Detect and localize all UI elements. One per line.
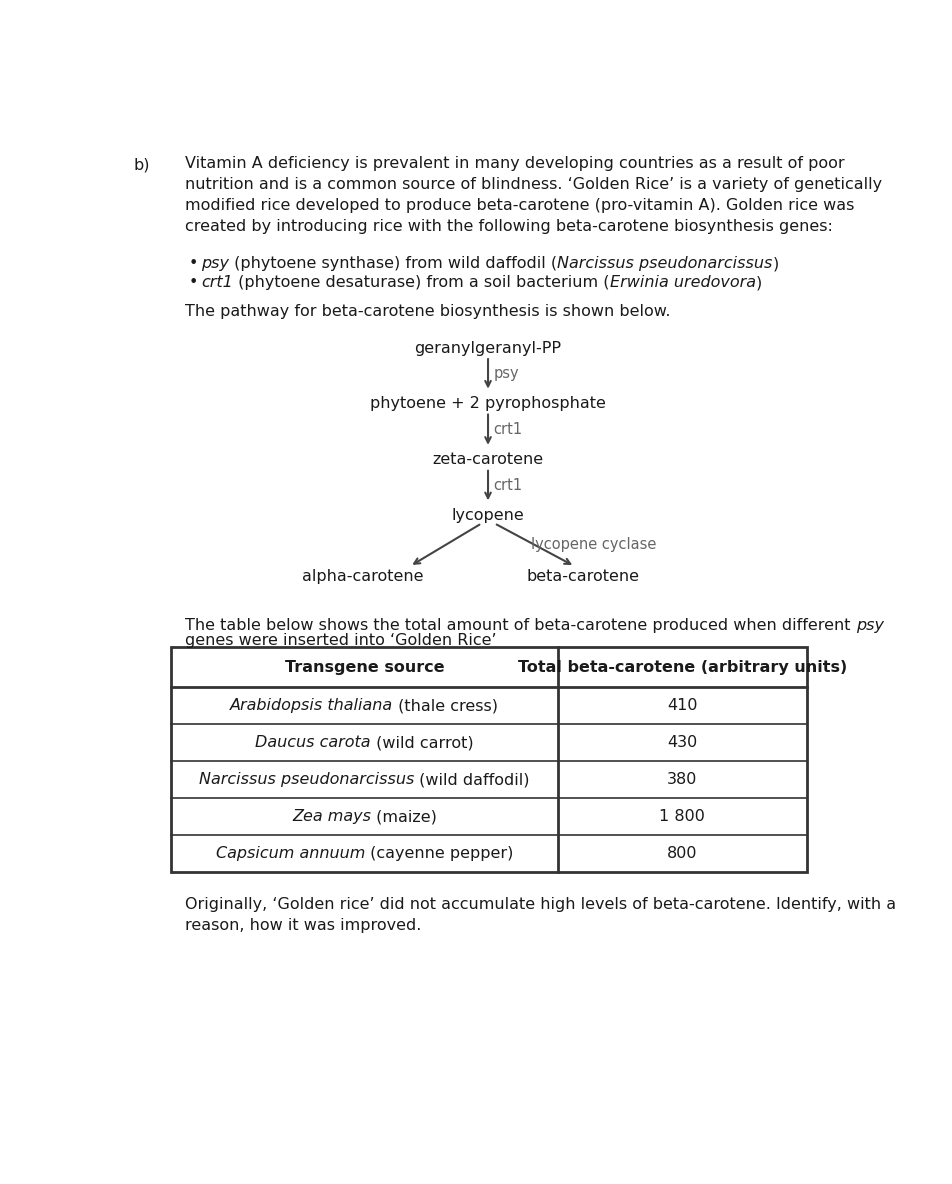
- Text: lycopene: lycopene: [451, 508, 524, 523]
- Text: crt1: crt1: [493, 478, 522, 493]
- Text: lycopene cyclase: lycopene cyclase: [530, 538, 655, 552]
- Text: Narcissus pseudonarcissus: Narcissus pseudonarcissus: [557, 256, 772, 271]
- Text: Total beta-carotene (arbitrary units): Total beta-carotene (arbitrary units): [517, 659, 846, 675]
- Text: 430: 430: [666, 735, 697, 751]
- Text: Narcissus pseudonarcissus: Narcissus pseudonarcissus: [199, 772, 414, 787]
- Text: Originally, ‘Golden rice’ did not accumulate high levels of beta-carotene. Ident: Originally, ‘Golden rice’ did not accumu…: [185, 896, 895, 933]
- Text: Transgene source: Transgene source: [285, 659, 444, 675]
- Text: 410: 410: [666, 699, 697, 713]
- Text: genes were inserted into ‘Golden Rice’: genes were inserted into ‘Golden Rice’: [185, 633, 496, 649]
- Text: The table below shows the total amount of beta-carotene produced when different: The table below shows the total amount o…: [185, 618, 855, 633]
- Text: (wild daffodil): (wild daffodil): [414, 772, 529, 787]
- Text: Erwinia uredovora: Erwinia uredovora: [609, 276, 755, 290]
- Text: (cayenne pepper): (cayenne pepper): [365, 847, 513, 861]
- Text: Daucus carota: Daucus carota: [255, 735, 370, 751]
- Text: (phytoene desaturase) from a soil bacterium (: (phytoene desaturase) from a soil bacter…: [233, 276, 609, 290]
- Text: zeta-carotene: zeta-carotene: [432, 452, 543, 468]
- Text: ): ): [755, 276, 761, 290]
- Text: crt1: crt1: [201, 276, 233, 290]
- Text: (maize): (maize): [370, 809, 436, 824]
- Text: Arabidopsis thaliana: Arabidopsis thaliana: [230, 699, 393, 713]
- Text: alpha-carotene: alpha-carotene: [302, 570, 424, 585]
- Text: (thale cress): (thale cress): [393, 699, 498, 713]
- Text: psy: psy: [855, 618, 883, 633]
- Text: •: •: [188, 276, 198, 290]
- Text: psy: psy: [493, 366, 519, 381]
- Text: geranylgeranyl-PP: geranylgeranyl-PP: [414, 341, 561, 355]
- Text: The pathway for beta-carotene biosynthesis is shown below.: The pathway for beta-carotene biosynthes…: [185, 304, 670, 318]
- Bar: [170, 648, 805, 873]
- Text: psy: psy: [201, 256, 229, 271]
- Text: Vitamin A deficiency is prevalent in many developing countries as a result of po: Vitamin A deficiency is prevalent in man…: [185, 156, 882, 234]
- Text: •: •: [188, 256, 198, 271]
- Text: (phytoene synthase) from wild daffodil (: (phytoene synthase) from wild daffodil (: [229, 256, 557, 271]
- Text: 380: 380: [666, 772, 697, 787]
- Text: b): b): [133, 157, 149, 173]
- Text: Capsicum annuum: Capsicum annuum: [215, 847, 365, 861]
- Text: phytoene + 2 pyrophosphate: phytoene + 2 pyrophosphate: [369, 397, 605, 411]
- Text: Zea mays: Zea mays: [291, 809, 370, 824]
- Text: 1 800: 1 800: [659, 809, 704, 824]
- Text: 800: 800: [666, 847, 697, 861]
- Text: crt1: crt1: [493, 423, 522, 437]
- Text: (wild carrot): (wild carrot): [370, 735, 473, 751]
- Text: ): ): [772, 256, 778, 271]
- Text: beta-carotene: beta-carotene: [526, 570, 639, 585]
